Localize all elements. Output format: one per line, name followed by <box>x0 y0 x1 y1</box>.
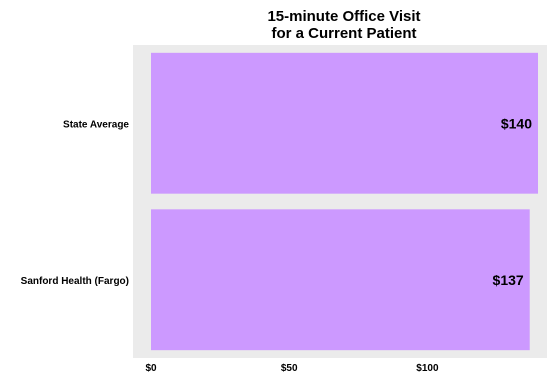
chart-title: 15-minute Office Visit for a Current Pati… <box>267 8 420 42</box>
category-label-0: State Average <box>63 119 129 130</box>
data-label-0: $140 <box>501 115 532 131</box>
data-label-1: $137 <box>493 272 524 288</box>
x-tick-label-1: $50 <box>281 363 298 374</box>
bar-0 <box>151 52 538 194</box>
x-tick-label-0: $0 <box>145 363 157 374</box>
bar-1 <box>151 209 530 351</box>
category-label-1: Sanford Health (Fargo) <box>21 276 129 287</box>
x-tick-label-2: $100 <box>416 363 439 374</box>
